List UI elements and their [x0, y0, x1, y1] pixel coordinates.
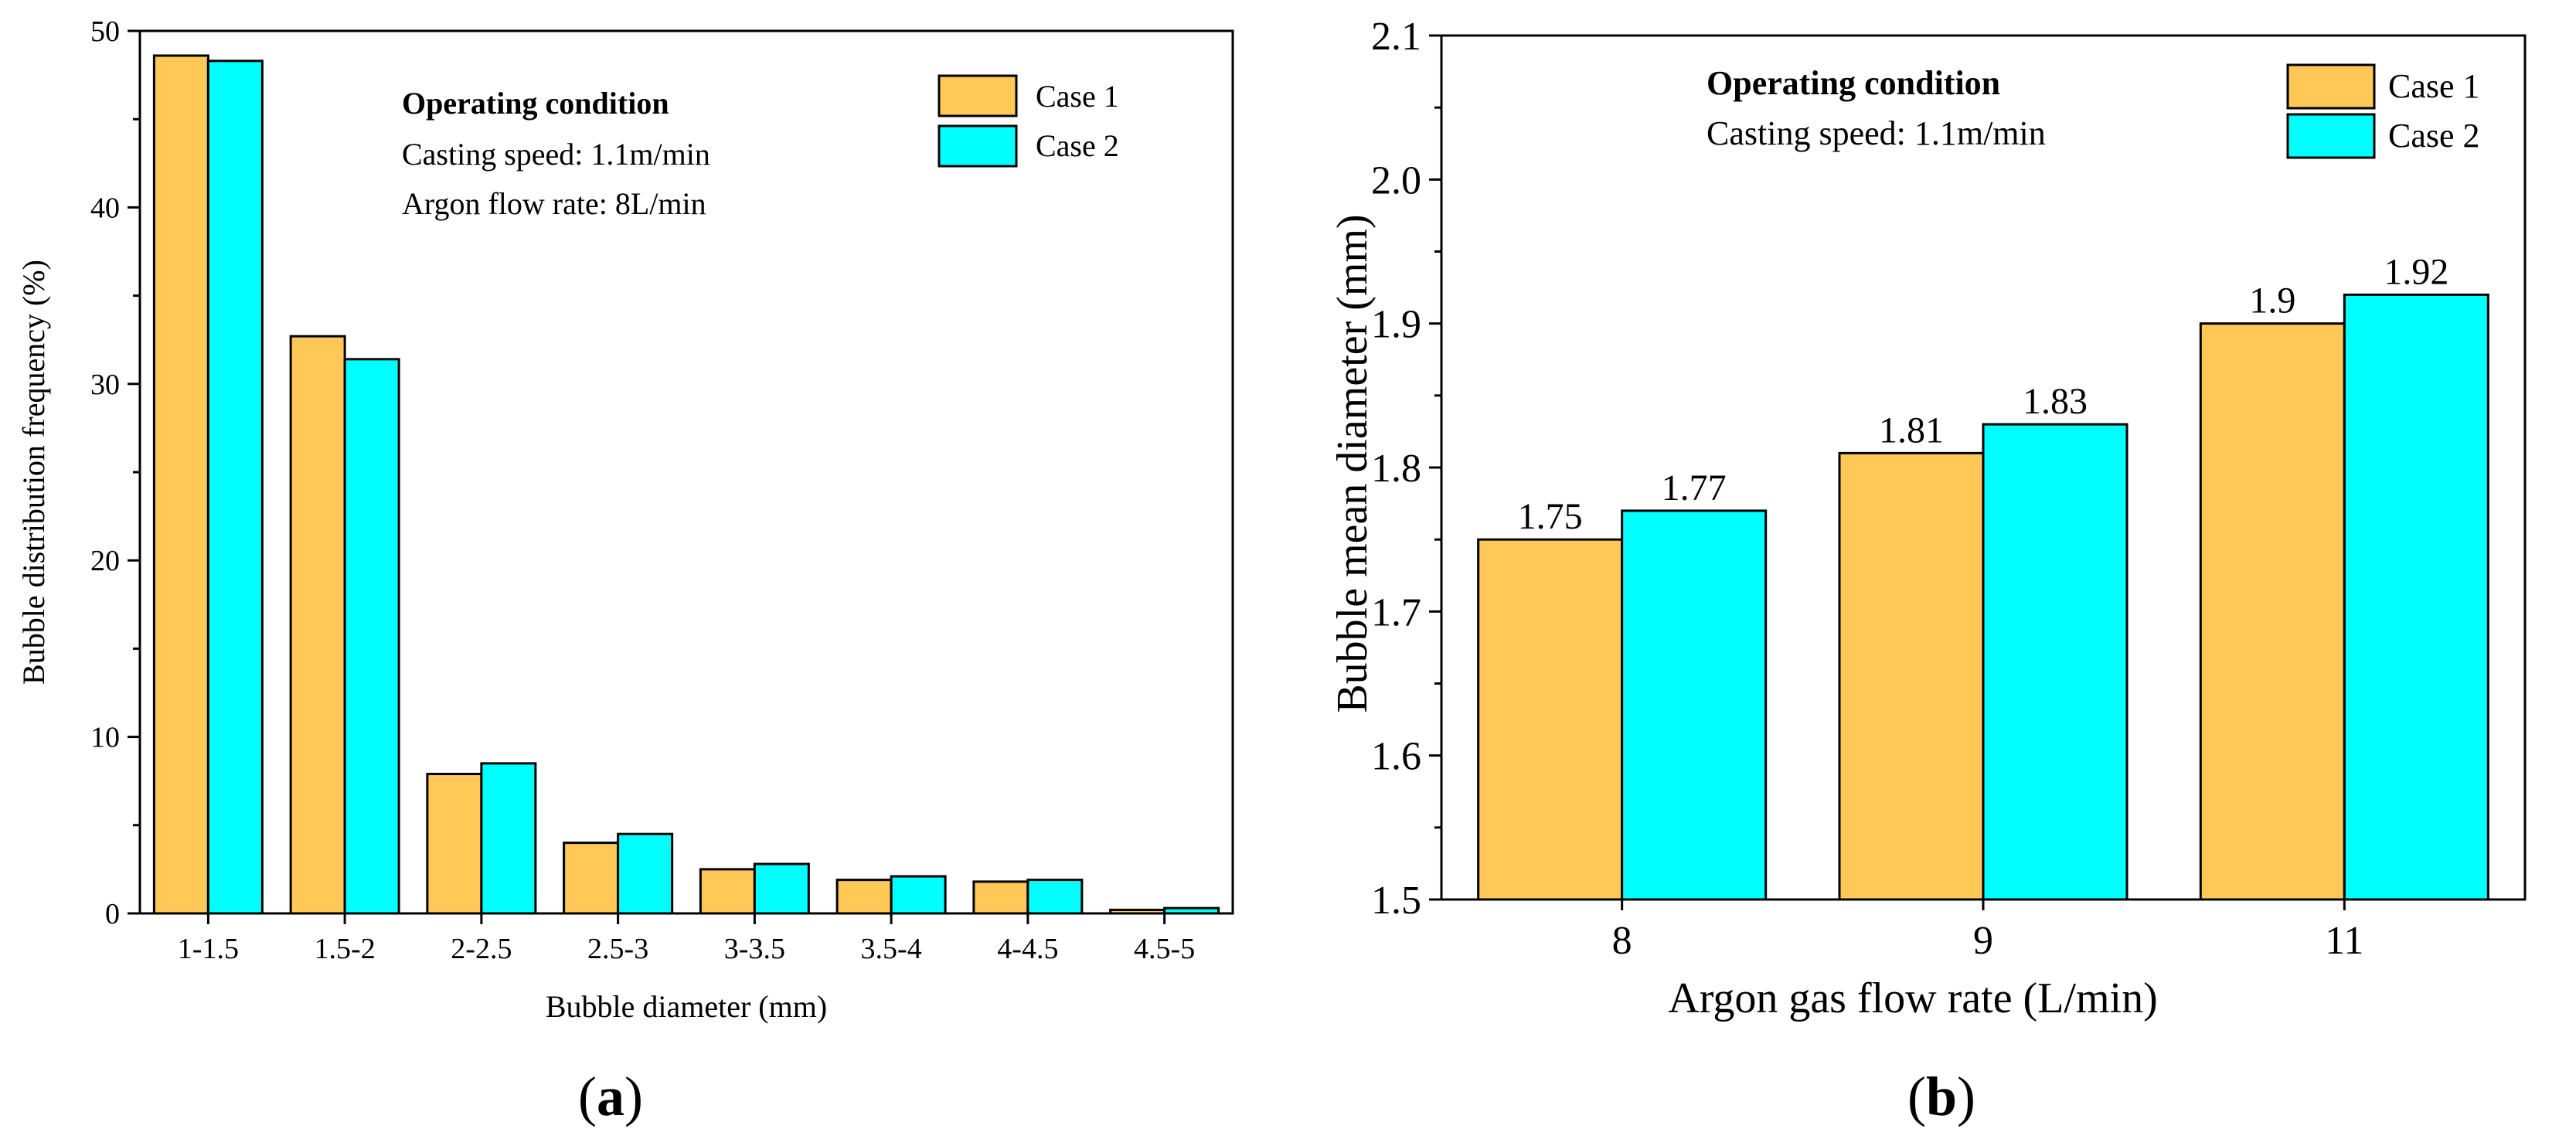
panel-b-y-tick-label: 2.0	[1371, 158, 1421, 202]
panel-a-y-tick-label: 30	[90, 369, 120, 401]
panel-a-bar-case-1	[699, 868, 756, 915]
panel-b-bar-case-2	[1621, 509, 1768, 901]
panel-a-legend: Case 1 Case 2	[938, 74, 1119, 168]
panel-a-bar-case-1	[289, 335, 346, 915]
panel-a-bar-case-1	[972, 880, 1029, 915]
panel-b-bars	[1477, 293, 2489, 901]
panel-a-x-tick-label: 1-1.5	[178, 933, 239, 965]
panel-a-label-close: )	[624, 1066, 643, 1127]
panel-a-bar-case-1	[563, 842, 620, 915]
panel-a-y-axis-label: Bubble distribution frequency (%)	[16, 260, 51, 685]
panel-a-x-tick-label: 2-2.5	[451, 933, 512, 965]
panel-a-annotation-heading: Operating condition	[402, 86, 669, 121]
panel-a-y-tick-label: 0	[105, 898, 120, 930]
panel-b-annotation-line: Casting speed: 1.1m/min	[1707, 114, 2046, 152]
panel-b-bar-case-2	[1982, 423, 2129, 901]
panel-b-y-tick-label: 1.7	[1371, 590, 1421, 634]
panel-a-bar-case-2	[206, 60, 264, 915]
panel-b-bar-case-2	[2343, 293, 2489, 901]
panel-a-x-tick-label: 4.5-5	[1134, 933, 1195, 965]
panel-b-legend-label-case-2: Case 2	[2388, 117, 2480, 155]
panel-a-annotation: Operating condition Casting speed: 1.1m/…	[402, 86, 710, 221]
panel-a-bar-case-2	[890, 875, 947, 915]
panel-b-legend-swatch-case-1	[2286, 63, 2376, 110]
panel-a-annotation-line: Argon flow rate: 8L/min	[402, 186, 706, 221]
panel-a-bars	[152, 54, 1220, 915]
panel-a-annotation-line: Casting speed: 1.1m/min	[402, 137, 710, 172]
panel-a-bar-case-2	[480, 762, 537, 915]
panel-b-data-label: 1.75	[1518, 496, 1583, 537]
panel-b-y-tick-label: 2.1	[1371, 15, 1421, 59]
panel-a-chart: 0 10 20 30 40 50 1-1.5 1.5-2 2-2.5 2.5-3 3-3.5 3.5…	[16, 15, 1234, 1127]
panel-b-y-tick-label: 1.8	[1371, 447, 1421, 491]
panel-b-data-label: 1.81	[1879, 410, 1944, 451]
panel-b-data-labels: 1.75 1.77 1.81 1.83 1.9 1.92	[1518, 251, 2449, 537]
panel-a-x-tick-label: 1.5-2	[315, 933, 376, 965]
panel-a-legend-swatch-case-2	[938, 124, 1018, 168]
panel-a-x-ticks: 1-1.5 1.5-2 2-2.5 2.5-3 3-3.5 3.5-4 4-4.5 4.5-5	[178, 913, 1195, 965]
panel-b-x-tick-label: 11	[2325, 919, 2363, 963]
panel-b-annotation-heading: Operating condition	[1707, 64, 2000, 102]
panel-b-label-letter: b	[1926, 1066, 1957, 1127]
panel-b-chart: 1.75 1.77 1.81 1.83 1.9 1.92 1.5 1.6 1.7 1.8 1.9 2…	[1329, 15, 2527, 1127]
panel-b-x-ticks: 8 9 11	[1612, 899, 2363, 963]
panel-b-y-axis-label: Bubble mean diameter (mm)	[1329, 214, 1376, 712]
panel-a-bar-case-1	[835, 879, 893, 915]
panel-a-x-tick-label: 3.5-4	[861, 933, 922, 965]
panel-a-label: (a)	[578, 1066, 643, 1127]
panel-b-x-tick-label: 8	[1612, 919, 1632, 963]
panel-b-y-tick-label: 1.5	[1371, 879, 1421, 923]
panel-a-bar-case-2	[343, 358, 400, 915]
panel-a-bar-case-2	[617, 832, 674, 915]
panel-a-label-letter: a	[597, 1066, 624, 1127]
panel-a-bar-case-1	[152, 54, 209, 915]
panel-b-y-ticks: 1.5 1.6 1.7 1.8 1.9 2.0 2.1	[1371, 15, 1441, 923]
panel-b-data-label: 1.77	[1662, 468, 1727, 508]
panel-b-legend-label-case-1: Case 1	[2388, 67, 2480, 105]
panel-b-x-tick-label: 9	[1973, 919, 1993, 963]
panel-b-annotation: Operating condition Casting speed: 1.1m/…	[1707, 64, 2046, 152]
panel-b-y-tick-label: 1.9	[1371, 303, 1421, 347]
panel-a-bar-case-2	[1026, 879, 1084, 915]
panel-a-x-axis-label: Bubble diameter (mm)	[546, 989, 827, 1024]
panel-a-y-ticks: 0 10 20 30 40 50	[90, 15, 140, 930]
panel-a-legend-swatch-case-1	[938, 74, 1018, 117]
panel-a-bar-case-1	[426, 773, 483, 915]
panel-b-bar-case-1	[1477, 538, 1624, 901]
panel-b-bar-case-1	[1838, 451, 1985, 901]
panel-b-data-label: 1.83	[2023, 381, 2088, 422]
panel-b-x-axis-label: Argon gas flow rate (L/min)	[1668, 974, 2157, 1022]
panel-a-x-tick-label: 3-3.5	[724, 933, 785, 965]
panel-a-x-tick-label: 2.5-3	[587, 933, 648, 965]
panel-a-y-tick-label: 20	[90, 545, 120, 577]
panel-b-data-label: 1.9	[2249, 281, 2295, 321]
panel-b-bar-case-1	[2199, 322, 2346, 901]
panel-a-y-tick-label: 40	[90, 192, 120, 224]
panel-b-legend-swatch-case-2	[2286, 113, 2376, 159]
panel-a-x-tick-label: 4-4.5	[997, 933, 1058, 965]
panel-b-data-label: 1.92	[2384, 251, 2448, 292]
panel-b-label: (b)	[1907, 1066, 1975, 1127]
panel-b-legend: Case 1 Case 2	[2286, 63, 2480, 159]
panel-b-label-open: (	[1907, 1066, 1926, 1127]
panel-a-label-open: (	[578, 1066, 597, 1127]
panel-b-label-close: )	[1957, 1066, 1975, 1127]
panel-a-legend-label-case-1: Case 1	[1036, 79, 1119, 114]
panel-a-bar-case-2	[753, 862, 810, 915]
panel-a-y-tick-label: 50	[90, 15, 120, 48]
panel-b-y-tick-label: 1.6	[1371, 735, 1421, 779]
panel-a-legend-label-case-2: Case 2	[1036, 128, 1119, 163]
panel-a-y-tick-label: 10	[90, 722, 120, 754]
